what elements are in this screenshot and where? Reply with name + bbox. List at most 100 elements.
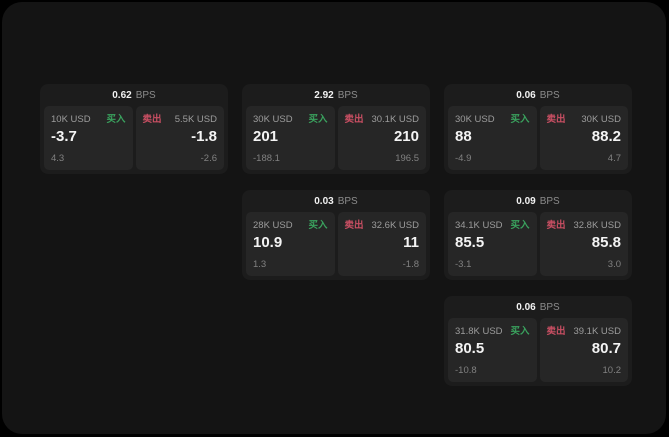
sell-amount: 32.6K USD: [371, 220, 419, 231]
sell-side-label: 卖出: [344, 220, 364, 231]
buy-amount: 30K USD: [455, 114, 495, 125]
quote-cards-grid: 0.62 BPS 10K USD 买入 -3.7 4.3 卖出 5.5K USD: [40, 84, 632, 386]
sell-price: 85.8: [591, 234, 621, 251]
sell-price: 210: [393, 128, 419, 145]
buy-panel-top: 28K USD 买入: [253, 220, 328, 231]
buy-sub-value: -10.8: [455, 365, 477, 376]
buy-price: 85.5: [455, 234, 485, 251]
buy-side-label: 买入: [308, 220, 328, 231]
sell-side-label: 卖出: [546, 220, 566, 231]
sell-price: 80.7: [591, 340, 621, 357]
sell-side-label: 卖出: [142, 114, 162, 125]
buy-quote-panel[interactable]: 34.1K USD 买入 85.5 -3.1: [448, 212, 537, 276]
bps-header: 0.62 BPS: [40, 84, 228, 106]
buy-side-label: 买入: [510, 326, 530, 337]
quote-panels: 30K USD 买入 201 -188.1 卖出 30.1K USD 210 1…: [246, 106, 426, 170]
buy-quote-panel[interactable]: 30K USD 买入 201 -188.1: [246, 106, 335, 170]
quote-card: 0.06 BPS 31.8K USD 买入 80.5 -10.8 卖出 39.1…: [444, 296, 632, 386]
buy-price: -3.7: [51, 128, 77, 145]
buy-amount: 30K USD: [253, 114, 293, 125]
sell-sub-value: 3.0: [607, 259, 621, 270]
bps-header: 0.06 BPS: [444, 296, 632, 318]
buy-sub-value: 1.3: [253, 259, 267, 270]
sell-panel-top: 卖出 30K USD: [547, 114, 622, 125]
buy-sub-value: -3.1: [455, 259, 472, 270]
buy-panel-top: 34.1K USD 买入: [455, 220, 530, 231]
quote-card: 0.03 BPS 28K USD 买入 10.9 1.3 卖出 32.6K US…: [242, 190, 430, 280]
sell-side-label: 卖出: [546, 326, 566, 337]
quote-panels: 30K USD 买入 88 -4.9 卖出 30K USD 88.2 4.7: [448, 106, 628, 170]
buy-quote-panel[interactable]: 28K USD 买入 10.9 1.3: [246, 212, 335, 276]
bps-value: 0.03: [314, 195, 334, 207]
sell-amount: 39.1K USD: [573, 326, 621, 337]
sell-price: 11: [403, 234, 419, 251]
sell-panel-top: 卖出 5.5K USD: [143, 114, 218, 125]
buy-quote-panel[interactable]: 10K USD 买入 -3.7 4.3: [44, 106, 133, 170]
buy-quote-panel[interactable]: 30K USD 买入 88 -4.9: [448, 106, 537, 170]
sell-price: 88.2: [591, 128, 621, 145]
sell-panel-top: 卖出 30.1K USD: [345, 114, 420, 125]
buy-panel-top: 31.8K USD 买入: [455, 326, 530, 337]
buy-amount: 31.8K USD: [455, 326, 503, 337]
bps-value: 0.09: [516, 195, 536, 207]
buy-price: 88: [455, 128, 472, 145]
quote-panels: 10K USD 买入 -3.7 4.3 卖出 5.5K USD -1.8 -2.…: [44, 106, 224, 170]
buy-sub-value: -4.9: [455, 153, 472, 164]
buy-side-label: 买入: [510, 220, 530, 231]
sell-sub-value: -2.6: [200, 153, 217, 164]
sell-panel-top: 卖出 32.6K USD: [345, 220, 420, 231]
buy-price: 201: [253, 128, 279, 145]
sell-side-label: 卖出: [344, 114, 364, 125]
quote-panels: 31.8K USD 买入 80.5 -10.8 卖出 39.1K USD 80.…: [448, 318, 628, 382]
quote-panels: 34.1K USD 买入 85.5 -3.1 卖出 32.8K USD 85.8…: [448, 212, 628, 276]
bps-value: 2.92: [314, 89, 334, 101]
bps-value: 0.06: [516, 301, 536, 313]
bps-unit-label: BPS: [539, 89, 560, 101]
quote-card: 2.92 BPS 30K USD 买入 201 -188.1 卖出 30.1K …: [242, 84, 430, 174]
sell-quote-panel[interactable]: 卖出 39.1K USD 80.7 10.2: [539, 318, 628, 382]
sell-amount: 30.1K USD: [371, 114, 419, 125]
buy-sub-value: 4.3: [51, 153, 65, 164]
sell-sub-value: -1.8: [402, 259, 419, 270]
bps-unit-label: BPS: [337, 195, 358, 207]
sell-amount: 30K USD: [581, 114, 621, 125]
buy-panel-top: 10K USD 买入: [51, 114, 126, 125]
bps-header: 0.09 BPS: [444, 190, 632, 212]
buy-amount: 10K USD: [51, 114, 91, 125]
quote-panels: 28K USD 买入 10.9 1.3 卖出 32.6K USD 11 -1.8: [246, 212, 426, 276]
buy-quote-panel[interactable]: 31.8K USD 买入 80.5 -10.8: [448, 318, 537, 382]
buy-price: 80.5: [455, 340, 485, 357]
buy-sub-value: -188.1: [253, 153, 280, 164]
quote-card: 0.62 BPS 10K USD 买入 -3.7 4.3 卖出 5.5K USD: [40, 84, 228, 174]
bps-header: 0.06 BPS: [444, 84, 632, 106]
bps-unit-label: BPS: [539, 301, 560, 313]
sell-amount: 5.5K USD: [174, 114, 217, 125]
sell-price: -1.8: [191, 128, 217, 145]
buy-amount: 28K USD: [253, 220, 293, 231]
sell-amount: 32.8K USD: [573, 220, 621, 231]
quote-card: 0.06 BPS 30K USD 买入 88 -4.9 卖出 30K USD: [444, 84, 632, 174]
bps-header: 2.92 BPS: [242, 84, 430, 106]
sell-quote-panel[interactable]: 卖出 32.8K USD 85.8 3.0: [539, 212, 628, 276]
bps-value: 0.62: [112, 89, 132, 101]
buy-panel-top: 30K USD 买入: [253, 114, 328, 125]
sell-panel-top: 卖出 39.1K USD: [547, 326, 622, 337]
sell-sub-value: 10.2: [602, 365, 622, 376]
sell-panel-top: 卖出 32.8K USD: [547, 220, 622, 231]
sell-quote-panel[interactable]: 卖出 32.6K USD 11 -1.8: [337, 212, 426, 276]
bps-unit-label: BPS: [337, 89, 358, 101]
buy-side-label: 买入: [308, 114, 328, 125]
buy-side-label: 买入: [106, 114, 126, 125]
buy-panel-top: 30K USD 买入: [455, 114, 530, 125]
quote-card: 0.09 BPS 34.1K USD 买入 85.5 -3.1 卖出 32.8K…: [444, 190, 632, 280]
bps-unit-label: BPS: [539, 195, 560, 207]
bps-header: 0.03 BPS: [242, 190, 430, 212]
sell-quote-panel[interactable]: 卖出 30K USD 88.2 4.7: [539, 106, 628, 170]
buy-price: 10.9: [253, 234, 283, 251]
sell-side-label: 卖出: [546, 114, 566, 125]
sell-quote-panel[interactable]: 卖出 30.1K USD 210 196.5: [337, 106, 426, 170]
sell-sub-value: 196.5: [395, 153, 419, 164]
sell-quote-panel[interactable]: 卖出 5.5K USD -1.8 -2.6: [135, 106, 224, 170]
bps-unit-label: BPS: [135, 89, 156, 101]
